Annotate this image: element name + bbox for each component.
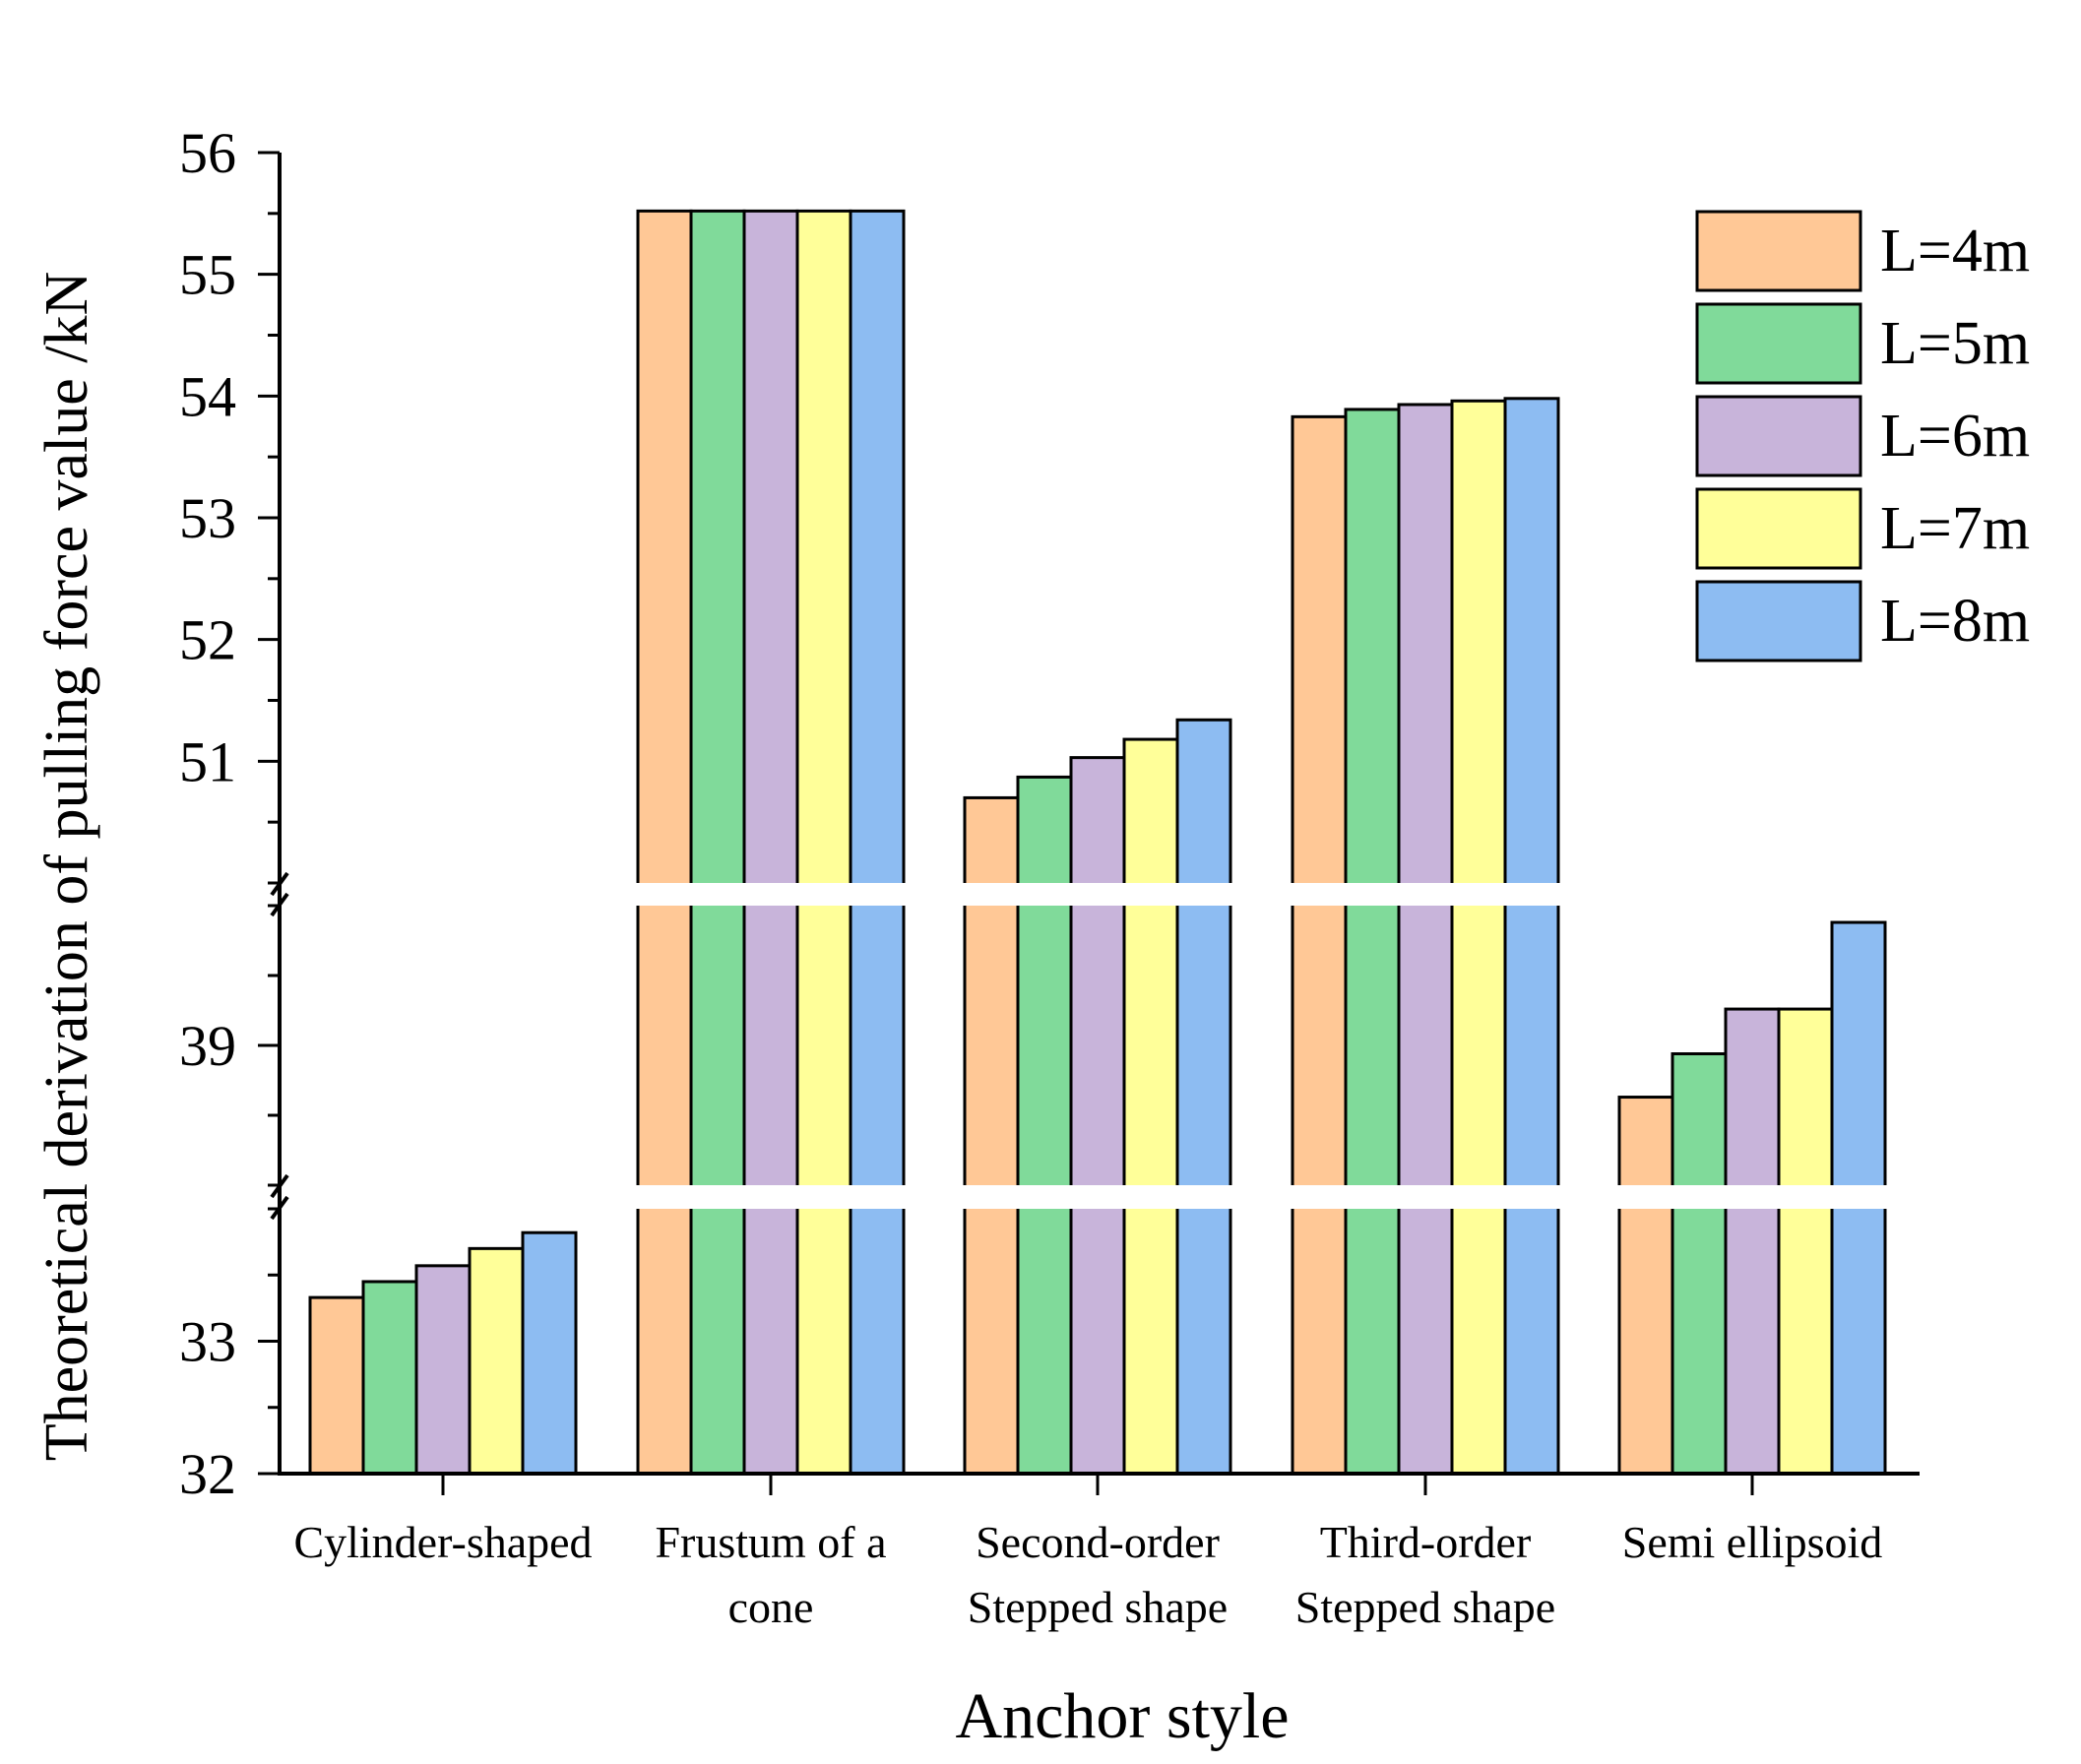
legend-label: L=4m (1880, 218, 2030, 284)
x-tick-label: cone (728, 1582, 814, 1632)
legend-swatch (1695, 487, 1862, 570)
y-axis-label: Theoretical derivation of pulling force … (33, 272, 100, 1462)
bar-L8m-2 (1175, 718, 1232, 1476)
y-tick-label: 33 (179, 1310, 236, 1374)
bars-layer (308, 209, 1887, 1476)
y-tick-label: 56 (179, 121, 236, 185)
bar-L5m-0 (361, 1280, 418, 1476)
bar-L4m-3 (1291, 414, 1348, 1476)
bar-L6m-4 (1724, 1007, 1781, 1476)
bar-L7m-0 (468, 1246, 525, 1476)
x-axis-label: Anchor style (955, 1680, 1289, 1752)
y-tick-label: 53 (179, 486, 236, 550)
legend-label: L=6m (1880, 403, 2030, 470)
y-tick-label: 39 (179, 1014, 236, 1078)
bar-L4m-0 (308, 1295, 365, 1476)
x-ticks-layer: Cylinder-shaped Frustum of a cone Second-or… (293, 1474, 1882, 1632)
bar-L7m-3 (1450, 399, 1507, 1476)
x-tick-label: Cylinder-shaped (293, 1517, 592, 1567)
y-tick-label: 55 (179, 243, 236, 307)
bar-L6m-3 (1397, 403, 1454, 1476)
y-ticks-layer: 32 33 39 51 52 53 54 55 56 (179, 121, 280, 1506)
bar-L6m-1 (742, 209, 799, 1476)
x-tick-label: Second-order (976, 1517, 1220, 1567)
bar-L5m-1 (689, 209, 746, 1476)
legend-swatch (1695, 395, 1862, 477)
legend-swatch (1695, 580, 1862, 662)
y-tick-label: 52 (179, 608, 236, 672)
x-tick-label: Semi ellipsoid (1622, 1517, 1883, 1567)
x-tick-label: Stepped shape (1295, 1582, 1555, 1632)
legend-label: L=7m (1880, 495, 2030, 562)
bar-L8m-0 (521, 1230, 578, 1476)
bar-L7m-1 (795, 209, 852, 1476)
bar-L8m-1 (849, 209, 906, 1476)
bar-L4m-4 (1617, 1096, 1674, 1476)
bar-L4m-2 (963, 795, 1020, 1476)
x-tick-label: Stepped shape (968, 1582, 1228, 1632)
legend-label: L=8m (1880, 588, 2030, 655)
legend: L=4m L=5m L=6m L=7m L=8m (1695, 210, 2030, 662)
y-tick-label: 51 (179, 729, 236, 793)
break-gap-1 (282, 1185, 1920, 1209)
bar-L4m-1 (636, 209, 693, 1476)
y-tick-label: 54 (179, 364, 236, 428)
bar-L7m-4 (1777, 1007, 1834, 1476)
legend-swatch (1695, 302, 1862, 385)
y-tick-label: 32 (179, 1442, 236, 1506)
y-axis-label-group: Theoretical derivation of pulling force … (33, 272, 100, 1462)
bar-L5m-2 (1016, 775, 1073, 1476)
x-tick-label: Frustum of a (655, 1517, 886, 1567)
x-tick-label: Third-order (1320, 1517, 1532, 1567)
bar-L6m-0 (414, 1264, 472, 1476)
bar-L8m-3 (1503, 397, 1560, 1476)
bar-L7m-2 (1122, 737, 1179, 1476)
bar-L5m-3 (1344, 408, 1401, 1476)
break-gap-0 (282, 883, 1920, 906)
legend-swatch (1695, 210, 1862, 292)
bar-L5m-4 (1671, 1052, 1728, 1476)
bar-L6m-2 (1069, 756, 1126, 1476)
legend-label: L=5m (1880, 310, 2030, 377)
